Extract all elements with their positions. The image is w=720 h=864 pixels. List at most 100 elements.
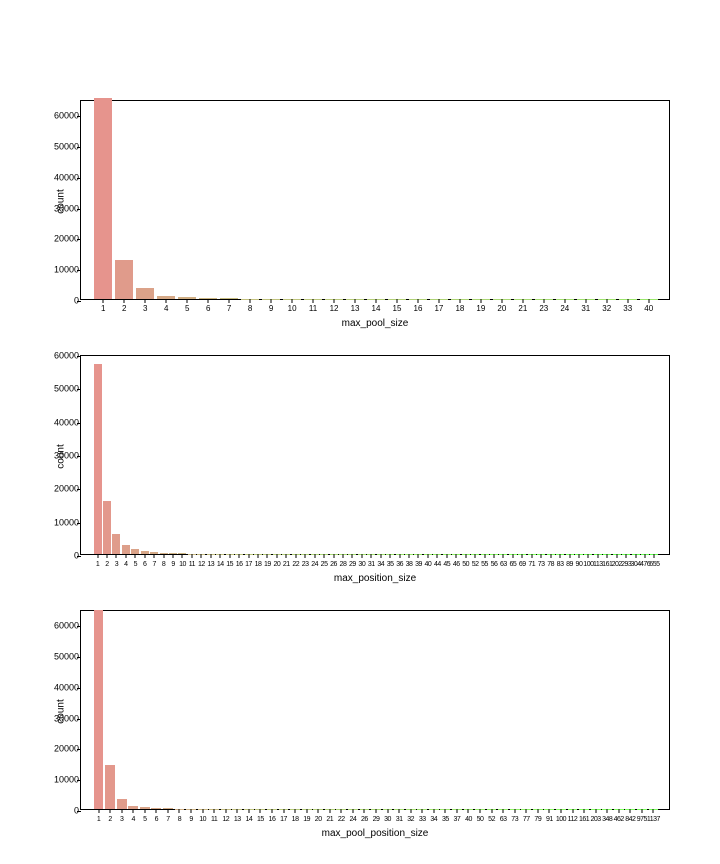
xtick-mark [459, 299, 460, 303]
ytick-label: 10000 [39, 518, 79, 527]
xtick-mark [133, 809, 134, 813]
xtick-mark [514, 809, 515, 813]
xtick-label: 29 [349, 561, 356, 568]
xtick-label: 15 [226, 561, 233, 568]
xtick-label: 13 [351, 304, 360, 313]
xtick-label: 24 [560, 304, 569, 313]
ytick-mark [77, 489, 81, 490]
xtick-mark [387, 809, 388, 813]
bar [94, 98, 112, 299]
xtick-mark [214, 809, 215, 813]
xtick-mark [626, 554, 627, 558]
xtick-mark [564, 299, 565, 303]
xtick-mark [422, 809, 423, 813]
ytick-label: 20000 [39, 235, 79, 244]
xtick-mark [103, 299, 104, 303]
xtick-label: 8 [162, 561, 165, 568]
xtick-label: 3 [115, 561, 118, 568]
xtick-label: 30 [358, 561, 365, 568]
xtick-mark [145, 299, 146, 303]
xtick-mark [355, 299, 356, 303]
xtick-label: 30 [384, 816, 391, 823]
xtick-label: 14 [372, 304, 381, 313]
xtick-mark [124, 299, 125, 303]
xtick-mark [182, 554, 183, 558]
xtick-label: 23 [539, 304, 548, 313]
xtick-label: 34 [430, 816, 437, 823]
xtick-mark [616, 554, 617, 558]
xtick-mark [208, 299, 209, 303]
ytick-mark [77, 556, 81, 557]
xtick-label: 10 [179, 561, 186, 568]
xtick-label: 16 [236, 561, 243, 568]
xtick-label: 975 [637, 816, 647, 823]
xtick-label: 19 [303, 816, 310, 823]
ytick-label: 30000 [39, 452, 79, 461]
xtick-mark [456, 554, 457, 558]
xtick-label: 29 [373, 816, 380, 823]
xtick-label: 21 [518, 304, 527, 313]
xtick-mark [271, 299, 272, 303]
xtick-mark [588, 554, 589, 558]
ytick-label: 50000 [39, 653, 79, 662]
bar [115, 260, 133, 299]
xtick-label: 56 [491, 561, 498, 568]
xtick-mark [352, 554, 353, 558]
xtick-label: 20 [273, 561, 280, 568]
xtick-label: 26 [330, 561, 337, 568]
xtick-label: 83 [557, 561, 564, 568]
xtick-mark [324, 554, 325, 558]
xtick-mark [110, 809, 111, 813]
xtick-mark [597, 554, 598, 558]
xtick-label: 79 [534, 816, 541, 823]
xtick-mark [125, 554, 126, 558]
xtick-mark [98, 809, 99, 813]
ytick-label: 60000 [39, 112, 79, 121]
xtick-label: 52 [472, 561, 479, 568]
xtick-mark [106, 554, 107, 558]
xtick-label: 63 [500, 561, 507, 568]
ytick-label: 10000 [39, 266, 79, 275]
xtick-mark [531, 554, 532, 558]
xtick-mark [202, 809, 203, 813]
xtick-label: 52 [488, 816, 495, 823]
xtick-mark [549, 809, 550, 813]
xtick-mark [445, 809, 446, 813]
ytick-mark [77, 209, 81, 210]
ytick-mark [77, 749, 81, 750]
xtick-mark [167, 809, 168, 813]
xtick-mark [627, 299, 628, 303]
xtick-label: 5 [185, 304, 189, 313]
bar [122, 545, 130, 554]
xtick-mark [465, 554, 466, 558]
xtick-label: 73 [511, 816, 518, 823]
xtick-mark [526, 809, 527, 813]
xtick-label: 112 [568, 816, 578, 823]
xtick-label: 655 [649, 561, 659, 568]
xtick-mark [543, 299, 544, 303]
xtick-mark [376, 809, 377, 813]
xtick-mark [341, 809, 342, 813]
xtick-label: 91 [546, 816, 553, 823]
xtick-label: 22 [338, 816, 345, 823]
ytick-label: 20000 [39, 745, 79, 754]
xtick-label: 90 [576, 561, 583, 568]
xtick-label: 35 [442, 816, 449, 823]
xtick-label: 24 [349, 816, 356, 823]
xtick-mark [144, 554, 145, 558]
xtick-label: 13 [207, 561, 214, 568]
xtick-label: 7 [152, 561, 155, 568]
xtick-label: 4 [124, 561, 127, 568]
xtick-mark [560, 809, 561, 813]
xtick-label: 7 [166, 816, 169, 823]
xtick-mark [97, 554, 98, 558]
xtick-label: 23 [302, 561, 309, 568]
xtick-label: 39 [415, 561, 422, 568]
xtick-mark [121, 809, 122, 813]
xtick-label: 55 [481, 561, 488, 568]
xtick-mark [376, 299, 377, 303]
ytick-mark [77, 626, 81, 627]
xtick-mark [648, 299, 649, 303]
ytick-mark [77, 657, 81, 658]
chart-max-position-size: count max_position_size 0100002000030000… [80, 355, 670, 555]
